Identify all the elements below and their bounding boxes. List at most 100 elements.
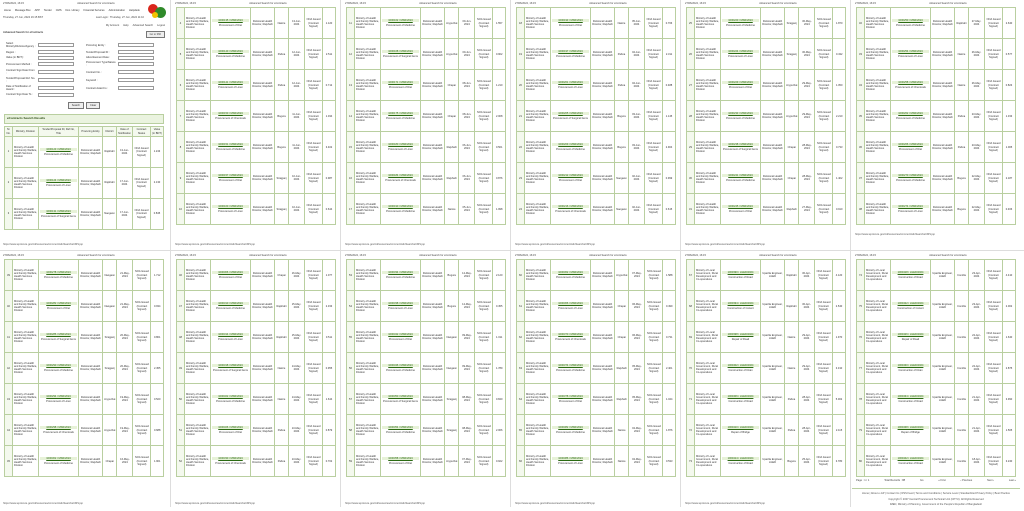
- tender-id-link[interactable]: 1000358 / MSR/2024: [382, 457, 419, 461]
- tender-id-link[interactable]: 1000302 / MSR/2024: [40, 457, 77, 461]
- tender-id-link[interactable]: 1000151 / MSR/2024: [212, 143, 249, 147]
- tender-id-link[interactable]: 1000354 / MSR/2024: [382, 426, 419, 430]
- nav-item[interactable]: Message Box: [14, 9, 31, 13]
- nav-item[interactable]: Financial Services: [83, 9, 105, 13]
- tender-id-link[interactable]: 1000430 / LGED/2024: [892, 364, 929, 368]
- tender-id-link[interactable]: 1000193 / MSR/2024: [552, 19, 589, 23]
- tender-id-link[interactable]: 1000209 / MSR/2024: [552, 143, 589, 147]
- top-link[interactable]: Help: [123, 23, 129, 27]
- tender-id-link[interactable]: 1000262 / MSR/2024: [892, 112, 929, 116]
- tender-id-link[interactable]: 1000171 / MSR/2024: [382, 81, 419, 85]
- pager-last[interactable]: Last »: [1008, 479, 1016, 483]
- field-input[interactable]: [38, 43, 74, 48]
- tender-id-link[interactable]: 1000330 / MSR/2024: [212, 457, 249, 461]
- tender-id-link[interactable]: 1000306 / MSR/2024: [212, 271, 249, 275]
- tender-id-link[interactable]: 1000390 / LGED/2024: [722, 271, 759, 275]
- tender-id-link[interactable]: 1000175 / MSR/2024: [382, 112, 419, 116]
- nav-item[interactable]: Tender: [43, 9, 52, 13]
- tender-id-link[interactable]: 1000410 / LGED/2024: [722, 426, 759, 430]
- tender-id-link[interactable]: 1000278 / MSR/2024: [40, 271, 77, 275]
- tender-id-link[interactable]: 1000426 / LGED/2024: [892, 333, 929, 337]
- field-input[interactable]: [38, 50, 74, 55]
- tender-id-link[interactable]: 1000201 / MSR/2024: [552, 81, 589, 85]
- nav-item[interactable]: CMS: [55, 9, 62, 13]
- tender-id-link[interactable]: 1000350 / MSR/2024: [382, 395, 419, 399]
- tender-id-link[interactable]: 1000370 / MSR/2024: [552, 333, 589, 337]
- pager-next[interactable]: Next ›: [987, 479, 995, 483]
- tender-id-link[interactable]: 1000334 / MSR/2024: [382, 271, 419, 275]
- field-input[interactable]: [118, 55, 154, 60]
- tender-id-link[interactable]: 1000294 / MSR/2024: [40, 395, 77, 399]
- field-input[interactable]: [38, 70, 74, 75]
- tender-id-link[interactable]: 1000238 / MSR/2024: [722, 143, 759, 147]
- tender-id-link[interactable]: 1000141 / MSR/2024: [212, 81, 249, 85]
- tender-id-link[interactable]: 1000298 / MSR/2024: [40, 426, 77, 430]
- tender-id-link[interactable]: 1000224 / MSR/2024: [722, 50, 759, 54]
- pager-prev[interactable]: ‹ Previous: [960, 479, 973, 483]
- tender-id-link[interactable]: 1000418 / LGED/2024: [892, 271, 929, 275]
- clear-button[interactable]: Clear: [86, 102, 101, 110]
- tender-id-link[interactable]: 1000250 / MSR/2024: [892, 19, 929, 23]
- tender-id-link[interactable]: 1000342 / MSR/2024: [382, 333, 419, 337]
- tender-id-link[interactable]: 1000140 / MSR/2024: [212, 50, 249, 54]
- field-input[interactable]: [118, 43, 154, 48]
- top-link[interactable]: Logout: [157, 23, 165, 27]
- tender-id-link[interactable]: 1000220 / MSR/2024: [722, 19, 759, 23]
- tender-id-link[interactable]: 1000394 / LGED/2024: [722, 302, 759, 306]
- field-input[interactable]: [118, 78, 154, 83]
- tender-id-link[interactable]: 1000434 / LGED/2024: [892, 395, 929, 399]
- field-input[interactable]: [118, 50, 154, 55]
- field-input[interactable]: [38, 93, 74, 98]
- tender-id-link[interactable]: 1000326 / MSR/2024: [212, 426, 249, 430]
- tender-id-link[interactable]: 1000422 / LGED/2024: [892, 302, 929, 306]
- tender-id-link[interactable]: 1000216 / MSR/2024: [552, 205, 589, 209]
- tender-id-link[interactable]: 1000229 / MSR/2024: [722, 81, 759, 85]
- tender-id-link[interactable]: 1000197 / MSR/2024: [552, 50, 589, 54]
- tender-id-link[interactable]: 1000406 / LGED/2024: [722, 395, 759, 399]
- tender-id-link[interactable]: 1000274 / MSR/2024: [892, 205, 929, 209]
- tender-id-link[interactable]: 1000180 / MSR/2024: [382, 143, 419, 147]
- tender-id-link[interactable]: 1000205 / MSR/2024: [552, 112, 589, 116]
- search-button[interactable]: Search: [67, 102, 84, 110]
- tender-id-link[interactable]: 1000168 / MSR/2024: [382, 50, 419, 54]
- tender-id-link[interactable]: 1000258 / MSR/2024: [892, 81, 929, 85]
- nav-item[interactable]: Doc. Library: [65, 9, 80, 13]
- tender-id-link[interactable]: 1000290 / MSR/2024: [40, 364, 77, 368]
- tender-id-link[interactable]: 1000366 / MSR/2024: [552, 302, 589, 306]
- tender-id-link[interactable]: 1000414 / LGED/2024: [722, 457, 759, 461]
- nav-item[interactable]: Administration: [108, 9, 126, 13]
- tender-id-link[interactable]: 1000314 / MSR/2024: [212, 333, 249, 337]
- tender-id-link[interactable]: 1000190 / MSR/2024: [382, 205, 419, 209]
- tender-id-link[interactable]: 1000322 / MSR/2024: [212, 395, 249, 399]
- tender-id-link[interactable]: 1000233 / MSR/2024: [722, 112, 759, 116]
- tender-id-link[interactable]: 1000310 / MSR/2024: [212, 302, 249, 306]
- tender-id-link[interactable]: 1000438 / LGED/2024: [892, 426, 929, 430]
- tender-id-link[interactable]: 1000266 / MSR/2024: [892, 143, 929, 147]
- field-input[interactable]: [38, 62, 74, 67]
- tender-id-link[interactable]: 1000135 / MSR/2024: [212, 19, 249, 23]
- tender-id-link[interactable]: 1000282 / MSR/2024: [40, 302, 77, 306]
- nav-item[interactable]: Helpdesk: [129, 9, 140, 13]
- tender-id-link[interactable]: 1000378 / MSR/2024: [552, 395, 589, 399]
- tender-id-link[interactable]: 1000241 / MSR/2024: [722, 174, 759, 178]
- field-input[interactable]: [118, 70, 154, 75]
- top-link[interactable]: Advanced Search: [132, 23, 154, 27]
- pager-go[interactable]: Go: [920, 479, 924, 483]
- tender-id-link[interactable]: 1000374 / MSR/2024: [552, 364, 589, 368]
- tender-id-link[interactable]: 1000338 / MSR/2024: [382, 302, 419, 306]
- pager-first[interactable]: « First: [938, 479, 946, 483]
- tender-id-link[interactable]: 1000286 / MSR/2024: [40, 333, 77, 337]
- top-link[interactable]: My Account: [105, 23, 120, 27]
- tender-id-link[interactable]: 1000362 / MSR/2024: [552, 271, 589, 275]
- nav-item[interactable]: APP: [34, 9, 40, 13]
- tender-id-link[interactable]: 1000184 / MSR/2024: [382, 174, 419, 178]
- field-input[interactable]: [38, 86, 74, 91]
- tender-id-link[interactable]: 1000318 / MSR/2024: [212, 364, 249, 368]
- field-input[interactable]: [118, 62, 154, 67]
- tender-id-link[interactable]: 1000254 / MSR/2024: [892, 50, 929, 54]
- nav-item[interactable]: Home: [4, 9, 11, 13]
- tender-id-link[interactable]: 1000346 / MSR/2024: [382, 364, 419, 368]
- tender-id-link[interactable]: 1000212 / MSR/2024: [552, 174, 589, 178]
- tender-id-link[interactable]: 1000398 / LGED/2024: [722, 333, 759, 337]
- tender-id-link[interactable]: 1000150 / MSR/2024: [212, 112, 249, 116]
